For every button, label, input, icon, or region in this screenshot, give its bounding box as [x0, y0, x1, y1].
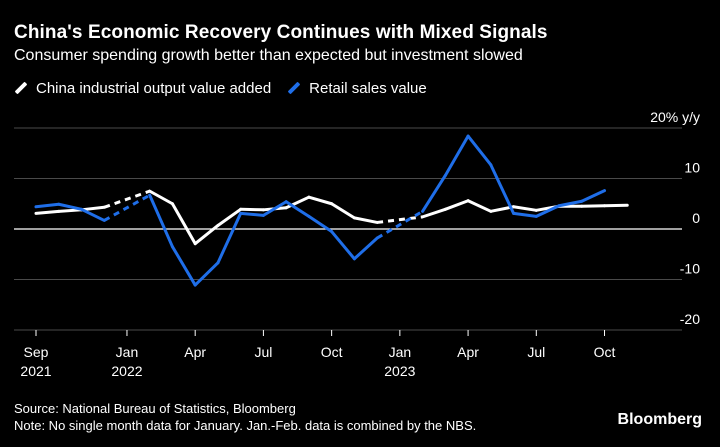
- series-1-segment-17: [466, 134, 493, 167]
- legend-label-industrial-output: China industrial output value added: [36, 79, 272, 97]
- grid-layer: [14, 127, 682, 331]
- series-0-segment-15: [421, 207, 447, 219]
- series-1-segment-9: [261, 200, 288, 217]
- x-tick-label-7: Jul: [527, 344, 545, 360]
- x-tick-year-5: 2023: [384, 363, 415, 379]
- series-1-segment-1: [57, 202, 83, 211]
- series-1-segment-0: [34, 202, 61, 209]
- y-tick-label-3: -10: [680, 261, 700, 277]
- series-1-segment-7: [216, 211, 243, 265]
- series-1-segment-15: [421, 173, 447, 213]
- series-0-segment-12: [330, 202, 356, 220]
- series-1-segment-16: [443, 134, 470, 177]
- x-tick-year-1: 2022: [111, 363, 142, 379]
- x-tick-label-3: Jul: [254, 344, 272, 360]
- legend-label-retail-sales: Retail sales value: [309, 79, 427, 97]
- series-1-segment-5: [170, 245, 197, 287]
- series-1-segment-8: [239, 211, 265, 217]
- y-tick-label-2: 0: [692, 210, 700, 226]
- series-1-segment-2: [79, 207, 106, 222]
- series-0-segment-3: [103, 189, 151, 209]
- series-0-segment-22: [580, 204, 607, 208]
- series-0: [34, 189, 629, 246]
- series-1: [34, 134, 607, 287]
- series-1-segment-3: [103, 193, 151, 222]
- series-0-segment-16: [443, 199, 470, 211]
- series-0-segment-6: [193, 223, 220, 246]
- y-tick-label-1: 10: [684, 160, 700, 176]
- series-0-segment-13: [352, 216, 379, 224]
- y-tick-label-4: -20: [680, 311, 700, 327]
- series-0-segment-8: [239, 207, 265, 212]
- series-1-segment-6: [193, 261, 220, 287]
- series-1-segment-10: [284, 200, 311, 218]
- series-1-segment-4: [148, 193, 174, 249]
- series-1-segment-22: [580, 189, 607, 203]
- x-tick-label-6: Apr: [457, 344, 479, 360]
- series-0-segment-10: [284, 195, 311, 210]
- y-axis-ticks: 20% y/y 10 0 -10 -20: [650, 109, 700, 327]
- footnote: Note: No single month data for January. …: [14, 418, 477, 433]
- series-0-segment-2: [79, 205, 106, 212]
- chart-title: China's Economic Recovery Continues with…: [14, 22, 548, 43]
- x-tick-label-0: Sep: [24, 344, 49, 360]
- series-1-segment-19: [512, 211, 538, 218]
- x-tick-label-8: Oct: [594, 344, 616, 360]
- x-tick-label-5: Jan: [389, 344, 412, 360]
- chart-subtitle: Consumer spending growth better than exp…: [14, 47, 523, 64]
- series-0-segment-14: [376, 215, 423, 224]
- x-tick-year-0: 2021: [20, 363, 51, 379]
- series-1-segment-18: [489, 163, 516, 215]
- legend: China industrial output value added Reta…: [14, 78, 443, 98]
- series-1-segment-21: [557, 199, 584, 208]
- series-0-segment-17: [466, 199, 493, 213]
- bloomberg-logo: Bloomberg: [617, 411, 702, 428]
- series-0-segment-7: [216, 207, 243, 227]
- series-0-segment-19: [512, 205, 538, 212]
- series-0-segment-5: [170, 202, 197, 246]
- series-layer: [34, 134, 629, 287]
- series-1-segment-14: [376, 210, 424, 240]
- x-tick-label-1: Jan: [116, 344, 139, 360]
- series-0-segment-0: [34, 209, 61, 215]
- source-note: Source: National Bureau of Statistics, B…: [14, 401, 296, 416]
- x-axis-ticks: Sep 2021 Jan 2022 Apr Jul Oct Jan 2023 Apr Jul Oct: [20, 330, 616, 379]
- y-tick-label-0: 20% y/y: [650, 109, 700, 125]
- series-1-segment-13: [352, 236, 379, 261]
- series-1-segment-11: [307, 214, 334, 234]
- legend-item-retail-sales: Retail sales value: [287, 80, 427, 97]
- legend-item-industrial-output: China industrial output value added: [14, 80, 271, 97]
- series-0-segment-23: [603, 203, 629, 208]
- x-tick-label-4: Oct: [321, 344, 343, 360]
- series-0-segment-4: [148, 189, 174, 206]
- series-1-segment-12: [330, 230, 356, 261]
- series-0-segment-11: [307, 195, 334, 206]
- x-tick-label-2: Apr: [184, 344, 206, 360]
- series-1-segment-20: [534, 204, 561, 218]
- series-0-segment-1: [57, 208, 83, 213]
